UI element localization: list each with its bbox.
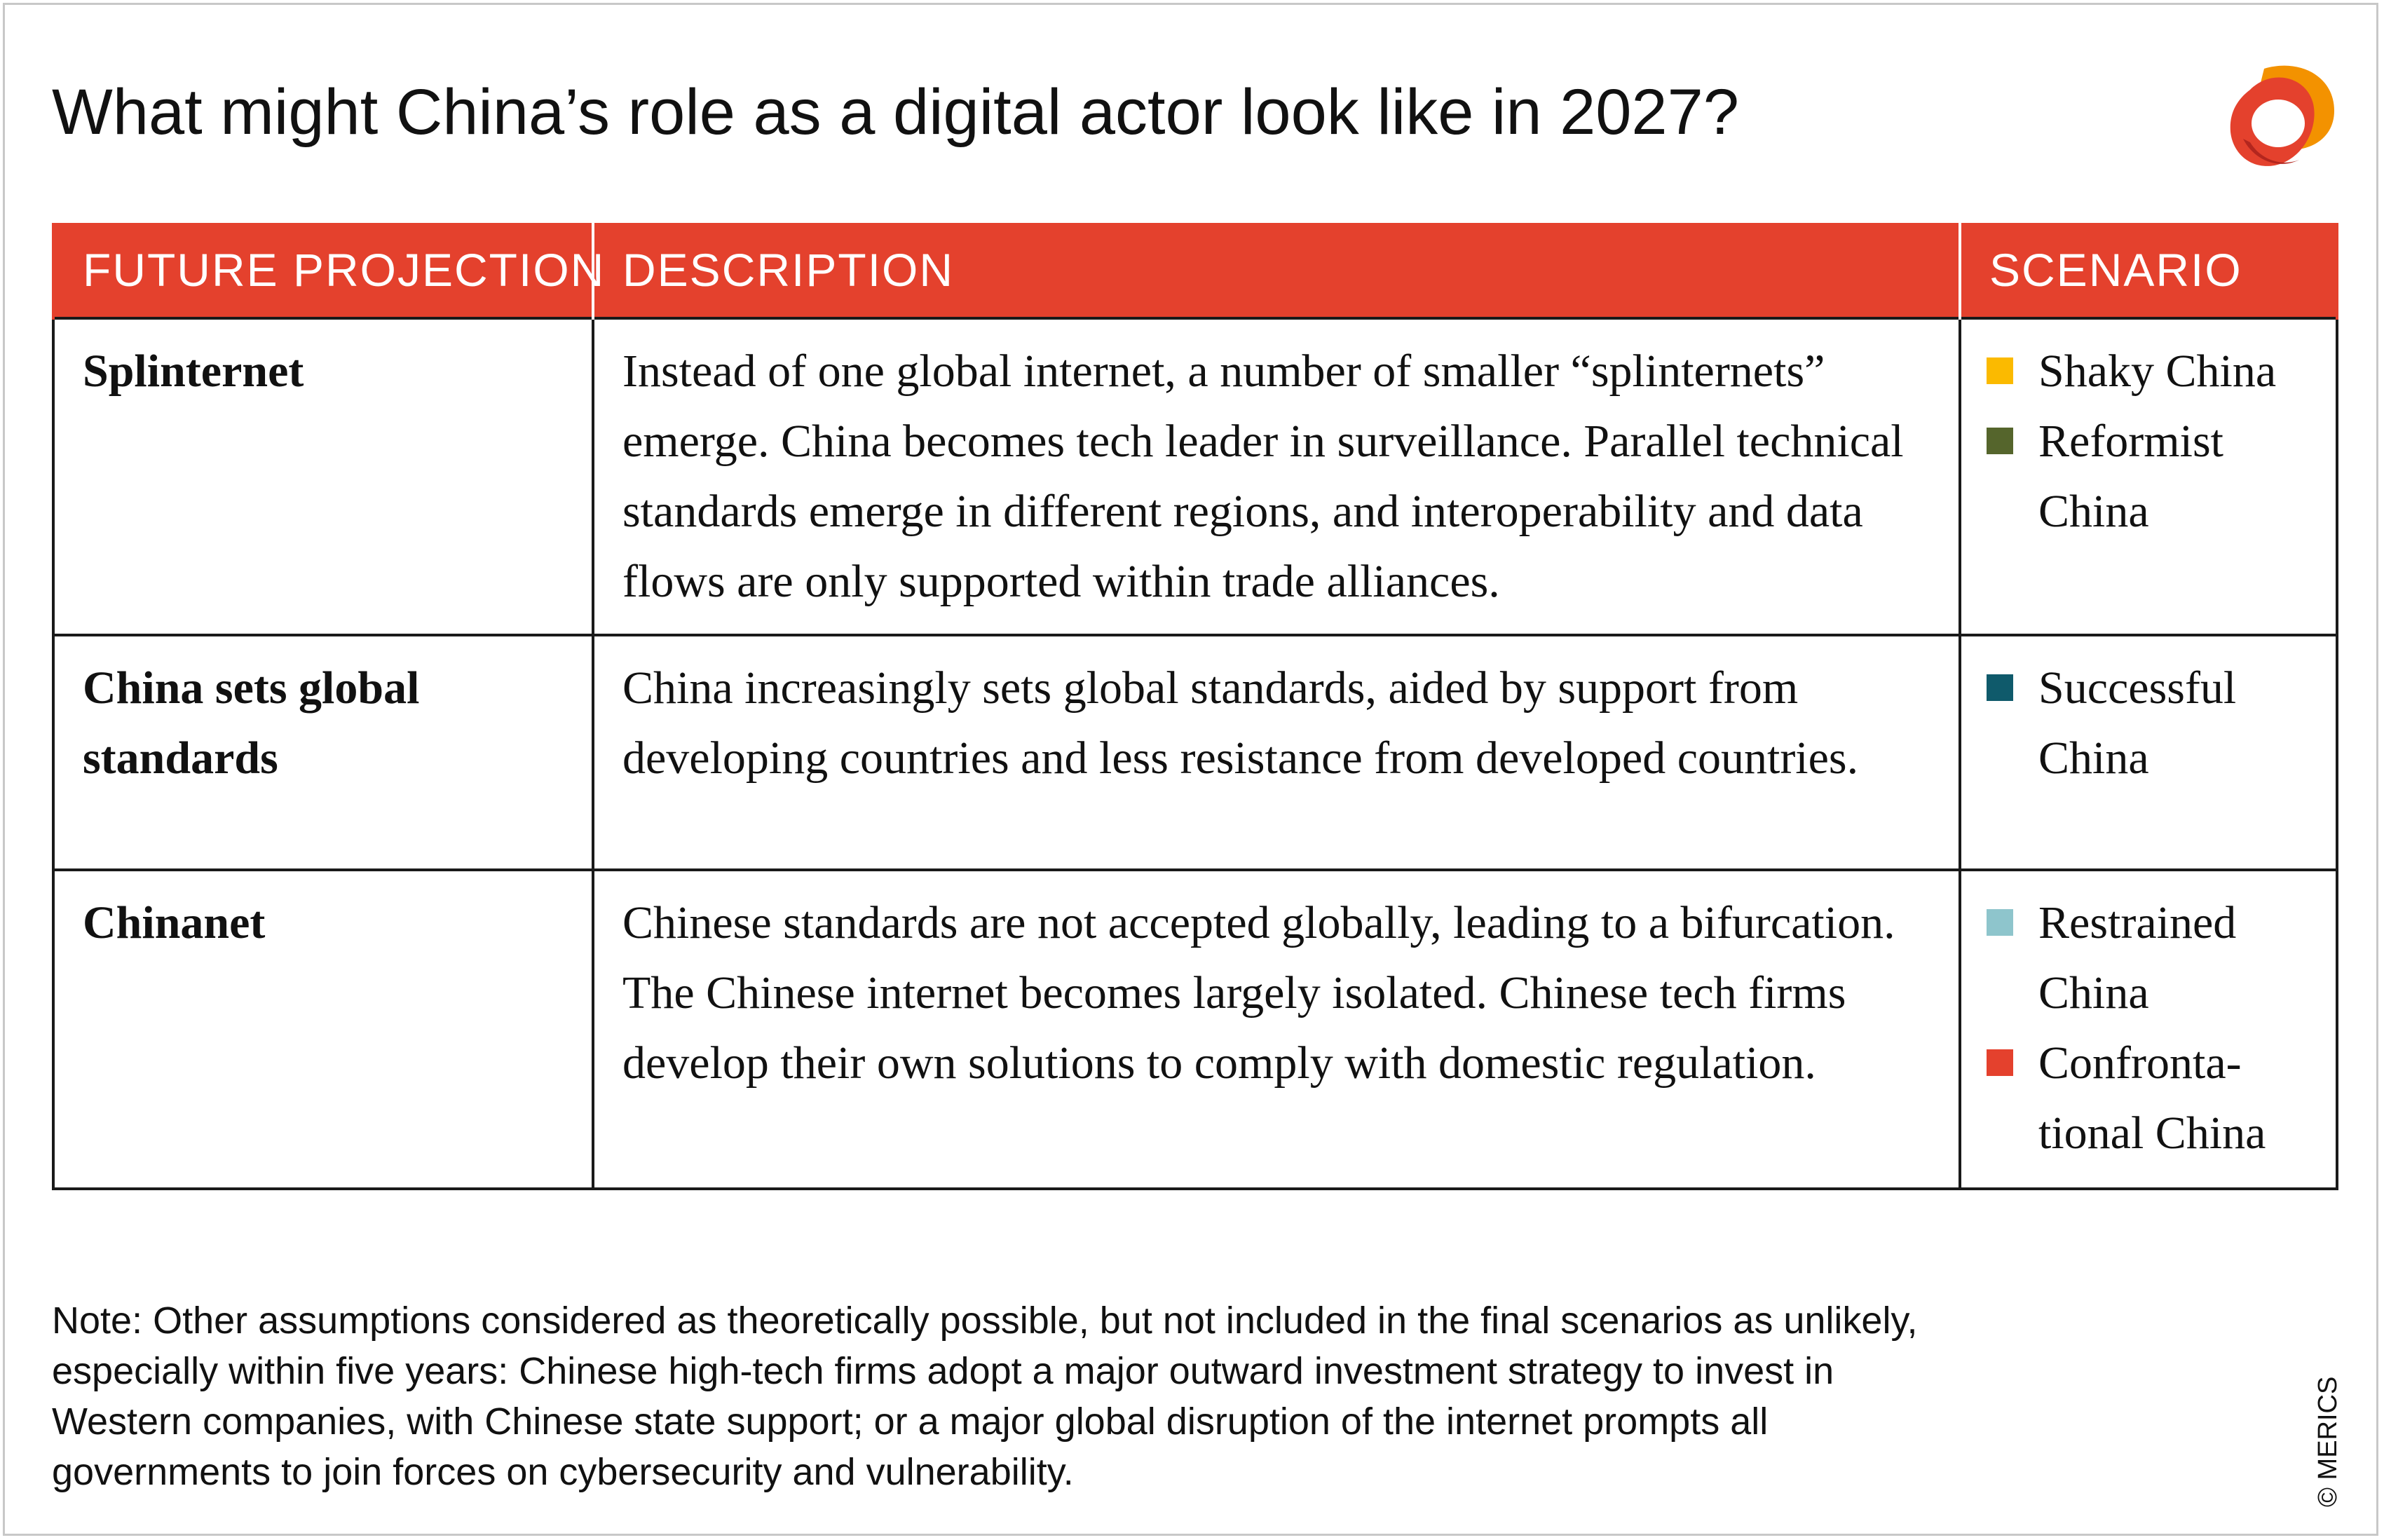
scenario-list: Shaky China Reformist China <box>1987 336 2308 547</box>
projection-description: Instead of one global internet, a number… <box>592 317 1961 636</box>
scenario-item: Restrained China <box>1987 888 2308 1028</box>
projection-table: FUTURE PROJECTION DESCRIPTION SCENARIO S… <box>52 223 2338 1190</box>
scenario-item: Successful China <box>1987 653 2308 793</box>
scenario-label: Confronta-tional China <box>2038 1037 2266 1159</box>
scenario-label: Shaky China <box>2038 346 2277 397</box>
table-row: Splinternet Instead of one global intern… <box>52 317 2338 636</box>
projection-description: Chinese standards are not accepted globa… <box>592 868 1961 1190</box>
table-header-row: FUTURE PROJECTION DESCRIPTION SCENARIO <box>52 223 2338 318</box>
column-header-projection: FUTURE PROJECTION <box>52 223 604 318</box>
column-header-scenario: SCENARIO <box>1959 223 2338 318</box>
scenario-item: Shaky China <box>1987 336 2308 407</box>
scenario-label: Successful China <box>2038 662 2237 784</box>
projection-name: Chinanet <box>52 868 594 1190</box>
logo-center <box>2252 100 2305 147</box>
scenario-color-swatch <box>1987 1049 2013 1076</box>
column-header-description: DESCRIPTION <box>592 223 1961 318</box>
projection-name: China sets global standards <box>52 634 594 871</box>
table-row: Chinanet Chinese standards are not accep… <box>52 868 2338 1190</box>
figure-frame <box>3 3 2378 1536</box>
scenario-color-swatch <box>1987 909 2013 936</box>
scenario-color-swatch <box>1987 674 2013 701</box>
scenario-color-swatch <box>1987 357 2013 384</box>
scenario-cell: Shaky China Reformist China <box>1959 317 2338 636</box>
merics-logo-icon <box>2230 65 2334 166</box>
scenario-color-swatch <box>1987 428 2013 454</box>
table-row: China sets global standards China increa… <box>52 634 2338 871</box>
logo-swirl-dark <box>2243 139 2299 164</box>
projection-name: Splinternet <box>52 317 594 636</box>
figure-title: What might China’s role as a digital act… <box>52 76 1739 148</box>
scenario-item: Confronta-tional China <box>1987 1028 2308 1168</box>
projection-description: China increasingly sets global standards… <box>592 634 1961 871</box>
scenario-label: Restrained China <box>2038 897 2237 1018</box>
scenario-cell: Restrained China Confronta-tional China <box>1959 868 2338 1190</box>
footnote: Note: Other assumptions considered as th… <box>52 1300 1918 1493</box>
scenario-item: Reformist China <box>1987 407 2308 547</box>
scenario-list: Restrained China Confronta-tional China <box>1987 888 2308 1168</box>
scenario-label: Reformist China <box>2038 416 2223 537</box>
scenario-list: Successful China <box>1987 653 2308 793</box>
copyright-credit: © MERICS <box>2313 1376 2343 1507</box>
scenario-cell: Successful China <box>1959 634 2338 871</box>
